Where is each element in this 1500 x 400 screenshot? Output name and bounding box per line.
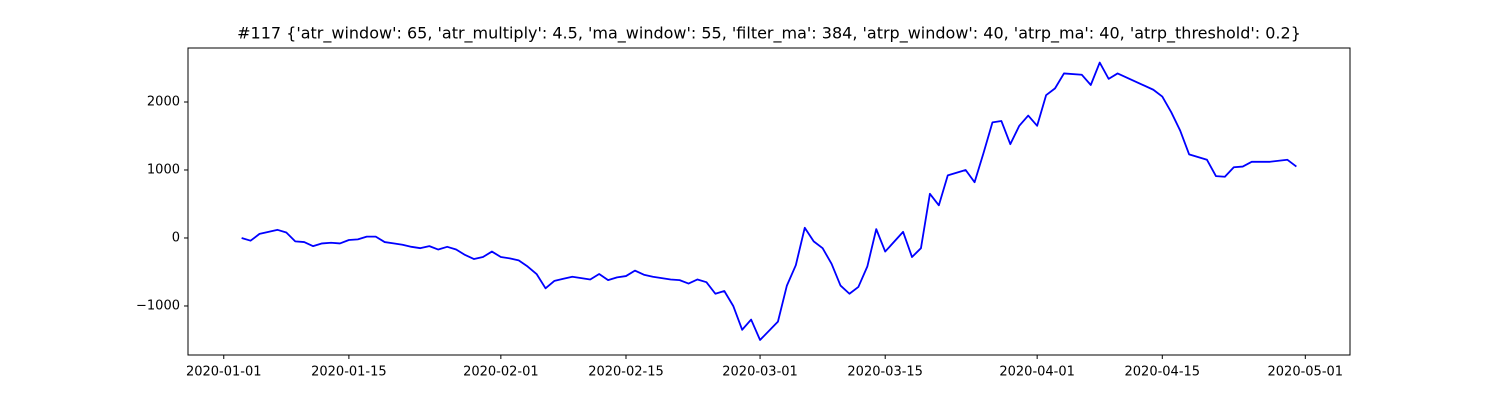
- chart-title: #117 {'atr_window': 65, 'atr_multiply': …: [237, 24, 1301, 44]
- y-tick-label: −1000: [136, 298, 180, 313]
- x-tick-label: 2020-04-01: [999, 365, 1075, 380]
- x-tick-label: 2020-02-15: [588, 365, 664, 380]
- x-tick-label: 2020-02-01: [463, 365, 539, 380]
- x-tick-label: 2020-01-01: [186, 365, 262, 380]
- x-tick-label: 2020-05-01: [1268, 365, 1344, 380]
- x-tick-label: 2020-03-15: [847, 365, 923, 380]
- x-tick-label: 2020-01-15: [311, 365, 387, 380]
- line: [241, 61, 1297, 341]
- y-tick-label: 0: [172, 230, 180, 245]
- x-tick-label: 2020-03-01: [722, 365, 798, 380]
- y-tick-label: 2000: [147, 94, 180, 109]
- y-tick-label: 1000: [147, 162, 180, 177]
- x-tick-label: 2020-04-15: [1125, 365, 1201, 380]
- plot-frame: [187, 47, 1351, 356]
